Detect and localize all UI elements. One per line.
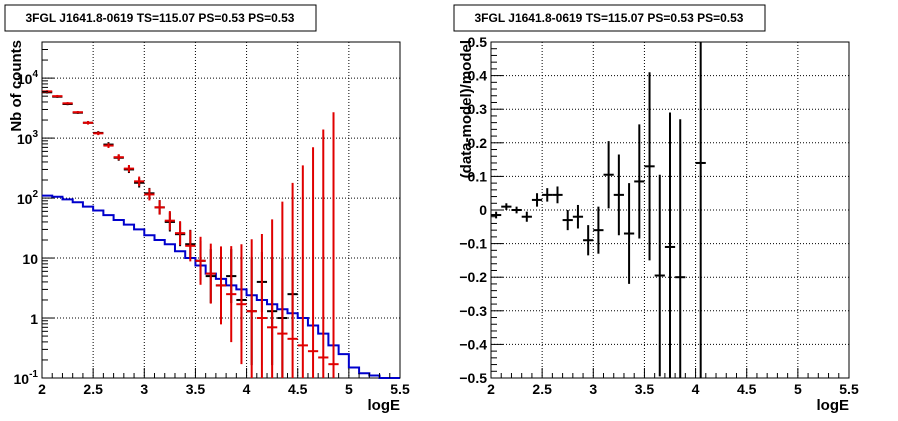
- residual-x-tick-label: 2.5: [532, 381, 552, 397]
- residual-x-tick-label: 4.5: [737, 381, 757, 397]
- counts-x-tick-label: 2: [38, 381, 46, 397]
- residual-y-tick-label: −0.3: [459, 303, 487, 319]
- counts-x-tick-label: 3.5: [186, 381, 206, 397]
- residual-grid: [491, 42, 849, 378]
- counts-x-tick-label: 4: [243, 381, 251, 397]
- residual-x-tick-label: 5: [794, 381, 802, 397]
- counts-x-tick-label: 5: [345, 381, 353, 397]
- counts-panel: 2 2.5 3 3.5 4 4.5 5 5.5 10-1 1 10 102 103 104 3FGL J1…: [4, 4, 410, 414]
- residual-x-axis-label: logE: [817, 397, 850, 414]
- counts-y-tick-label: 103: [17, 129, 39, 147]
- residual-y-tick-label: −0.2: [459, 269, 487, 285]
- residual-x-tick-label: 3: [589, 381, 597, 397]
- counts-y-tick-label: 104: [17, 69, 39, 87]
- residual-y-tick-label: −0.4: [459, 336, 487, 352]
- residual-y-tick-label: −0.5: [459, 370, 487, 386]
- residual-y-tick-label: 0.5: [468, 34, 488, 50]
- counts-title: 3FGL J1641.8-0619 TS=115.07 PS=0.53 PS=0…: [26, 11, 295, 25]
- counts-series: [42, 90, 400, 379]
- counts-x-tick-label: 5.5: [390, 381, 410, 397]
- residual-panel: 2 2.5 3 3.5 4 4.5 5 5.5 −0.5 −0.4 −0.3 −0.2 −0.1 0 0.1…: [453, 4, 859, 414]
- residual-x-tick-label: 5.5: [839, 381, 859, 397]
- residual-y-tick-label: 0.3: [468, 101, 488, 117]
- residual-y-tick-label: −0.1: [459, 236, 487, 252]
- background-model-line: [42, 194, 400, 379]
- residual-title-box: [453, 4, 766, 32]
- counts-title-box: [4, 4, 317, 32]
- counts-y-tick-label: 10-1: [14, 369, 39, 387]
- residual-y-tick-label: 0: [479, 202, 487, 218]
- residual-title: 3FGL J1641.8-0619 TS=115.07 PS=0.53 PS=0…: [475, 11, 744, 25]
- counts-ticks: 2 2.5 3 3.5 4 4.5 5 5.5 10-1 1 10 102 103 104: [14, 41, 410, 397]
- counts-x-tick-label: 4.5: [288, 381, 308, 397]
- residual-series: [491, 42, 706, 378]
- counts-x-tick-label: 2.5: [83, 381, 103, 397]
- counts-x-axis-label: logE: [368, 397, 401, 414]
- residual-y-tick-label: 0.2: [468, 135, 488, 151]
- residual-x-tick-label: 3.5: [635, 381, 655, 397]
- residual-y-axis-label: (data-model)/model: [458, 40, 475, 178]
- counts-y-tick-label: 102: [17, 189, 39, 207]
- residual-x-tick-label: 2: [487, 381, 495, 397]
- residual-y-tick-label: 0.4: [468, 68, 488, 84]
- counts-x-tick-label: 3: [140, 381, 148, 397]
- counts-y-tick-label: 1: [30, 311, 38, 327]
- counts-y-axis-label: Nb of counts: [8, 40, 25, 132]
- residual-x-tick-label: 4: [692, 381, 700, 397]
- residual-y-tick-label: 0.1: [468, 168, 488, 184]
- counts-y-tick-label: 10: [22, 251, 38, 267]
- residual-ticks: 2 2.5 3 3.5 4 4.5 5 5.5 −0.5 −0.4 −0.3 −0.2 −0.1 0 0.1…: [459, 34, 859, 397]
